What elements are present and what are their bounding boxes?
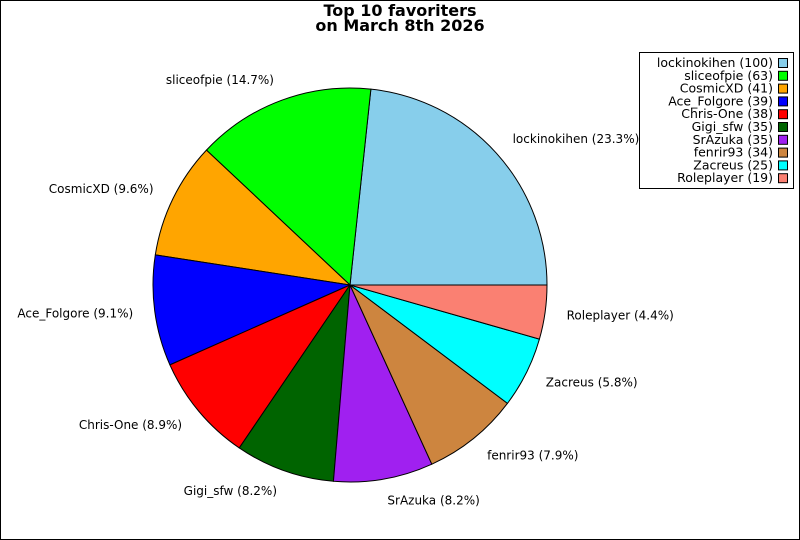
pie-slice-ace-folgore xyxy=(152,254,351,366)
legend-label-zacreus: Zacreus (25) xyxy=(693,157,773,172)
slice-label-chris-one: Chris-One (8.9%) xyxy=(79,418,182,432)
pie-slice-fenrir93 xyxy=(349,284,508,465)
slice-label-lockinokihen: lockinokihen (23.3%) xyxy=(513,132,640,146)
pie-slice-cosmicxd xyxy=(154,149,351,286)
legend: lockinokihen (100)sliceofpie (63)CosmicX… xyxy=(639,52,794,189)
slice-label-ace-folgore: Ace_Folgore (9.1%) xyxy=(17,307,133,321)
slice-label-zacreus: Zacreus (5.8%) xyxy=(546,375,638,389)
slice-label-srazuka: SrAzuka (8.2%) xyxy=(387,493,479,507)
legend-swatch-roleplayer xyxy=(778,173,788,184)
chart-title-line-1: Top 10 favoriters xyxy=(323,1,476,20)
legend-label-lockinokihen: lockinokihen (100) xyxy=(657,55,773,70)
pie-slice-srazuka xyxy=(332,284,433,483)
pie-slice-labels: lockinokihen (23.3%) sliceofpie (14.7%) Co… xyxy=(17,73,673,507)
legend-swatch-lockinokihen xyxy=(778,58,788,68)
legend-label-ace-folgore: Ace_Folgore (39) xyxy=(668,93,773,108)
legend-box xyxy=(639,52,794,189)
slice-label-fenrir93: fenrir93 (7.9%) xyxy=(487,448,578,462)
slice-label-sliceofpie: sliceofpie (14.7%) xyxy=(166,73,274,87)
legend-label-gigi-sfw: Gigi_sfw (35) xyxy=(692,119,773,134)
chart-title-line-2: on March 8th 2026 xyxy=(315,16,484,35)
legend-swatch-srazuka xyxy=(778,134,788,145)
legend-swatch-chris-one xyxy=(778,109,788,120)
legend-swatch-sliceofpie xyxy=(778,70,788,81)
slice-label-gigi-sfw: Gigi_sfw (8.2%) xyxy=(184,484,277,498)
pie-slice-lockinokihen xyxy=(349,88,548,286)
legend-label-cosmicxd: CosmicXD (41) xyxy=(680,81,773,96)
legend-swatch-cosmicxd xyxy=(778,83,788,94)
legend-swatch-gigi-sfw xyxy=(778,122,788,132)
pie-slice-roleplayer xyxy=(349,284,548,340)
legend-label-srazuka: SrAzuka (35) xyxy=(693,132,773,147)
legend-label-chris-one: Chris-One (38) xyxy=(681,106,773,121)
legend-label-roleplayer: Roleplayer (19) xyxy=(677,170,773,185)
pie-slice-sliceofpie xyxy=(205,87,372,286)
pie-slices xyxy=(152,87,548,483)
pie-slice-chris-one xyxy=(169,284,351,449)
legend-swatch-zacreus xyxy=(778,160,788,171)
legend-label-sliceofpie: sliceofpie (63) xyxy=(684,68,773,83)
legend-swatch-ace-folgore xyxy=(778,96,788,107)
slice-label-roleplayer: Roleplayer (4.4%) xyxy=(567,308,674,322)
slice-label-cosmicxd: CosmicXD (9.6%) xyxy=(49,182,154,196)
pie-slice-gigi-sfw xyxy=(238,284,351,482)
legend-swatch-fenrir93 xyxy=(778,147,788,158)
legend-label-fenrir93: fenrir93 (34) xyxy=(694,145,773,160)
